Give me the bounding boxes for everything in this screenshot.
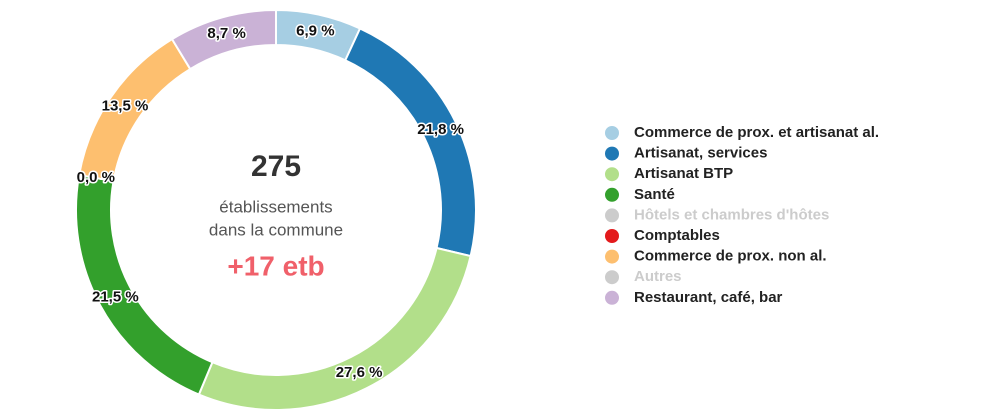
value-label: 0,0 % — [77, 169, 115, 186]
legend-label: Autres — [634, 268, 682, 285]
legend-label: Artisanat, services — [634, 145, 767, 162]
legend-label: Commerce de prox. non al. — [634, 248, 827, 265]
value-label: 21,8 % — [417, 121, 464, 138]
legend-swatch — [605, 208, 619, 223]
legend-swatch — [605, 187, 619, 202]
total: 275 — [251, 150, 301, 183]
legend-swatch — [605, 146, 619, 161]
legend-label: Restaurant, café, bar — [634, 289, 783, 306]
legend-swatch — [605, 270, 619, 285]
legend-label: Artisanat BTP — [634, 165, 733, 182]
slice — [343, 27, 477, 258]
slice — [170, 8, 277, 71]
slice — [75, 173, 214, 396]
value-label: 27,6 % — [336, 364, 383, 381]
total-caption: établissements — [219, 197, 332, 216]
legend-swatch — [605, 290, 619, 305]
value-label: 21,5 % — [92, 289, 139, 306]
value-label: 6,9 % — [296, 22, 334, 39]
legend-label: Comptables — [634, 227, 720, 244]
value-label: 8,7 % — [207, 25, 245, 42]
legend-label: Santé — [634, 186, 675, 203]
legend-label: Hôtels et chambres d'hôtes — [634, 206, 829, 223]
legend-label: Commerce de prox. et artisanat al. — [634, 124, 879, 141]
value-label: 13,5 % — [102, 98, 149, 115]
legend-swatch — [605, 249, 619, 264]
change: +17 etb — [227, 250, 324, 281]
legend-swatch — [605, 167, 619, 182]
total-caption: dans la commune — [209, 220, 343, 239]
legend-swatch — [605, 229, 619, 243]
legend-swatch — [605, 126, 619, 140]
